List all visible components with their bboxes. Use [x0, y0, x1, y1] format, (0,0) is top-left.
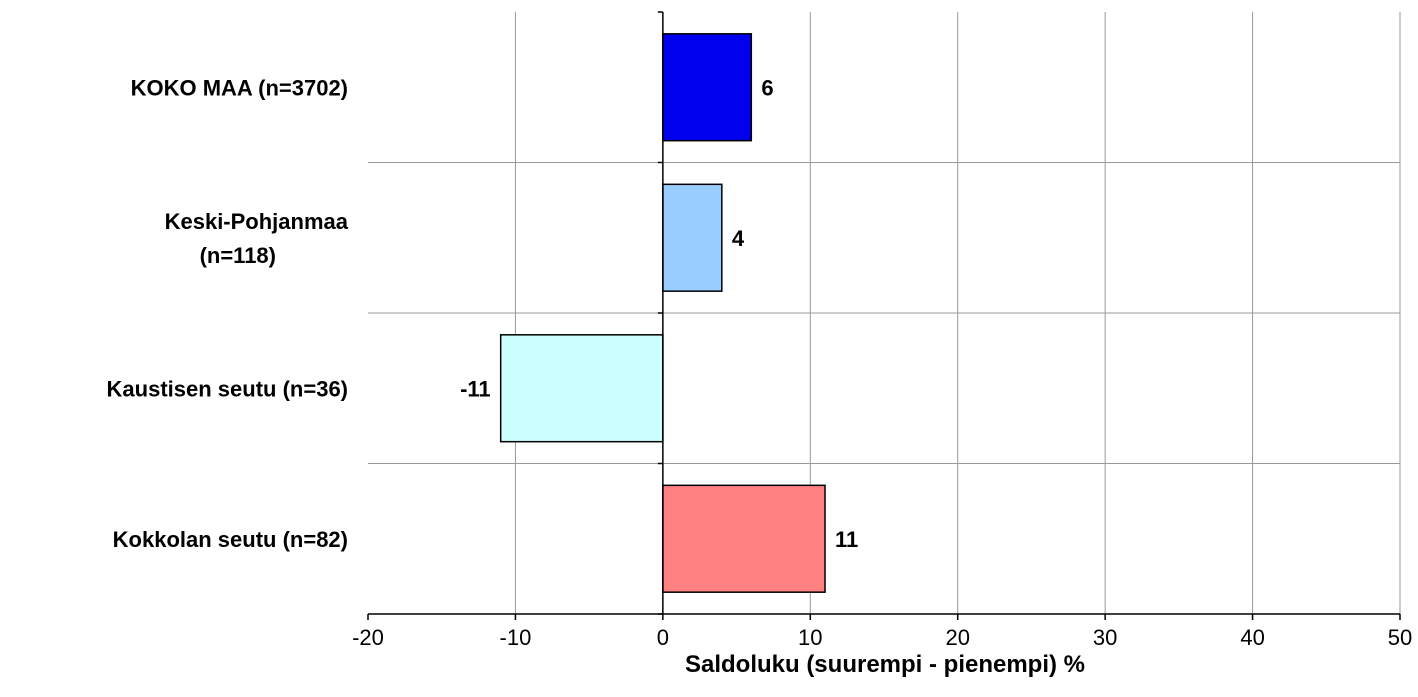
x-tick-label: 20 — [945, 625, 969, 650]
category-label: Kokkolan seutu (n=82) — [113, 527, 348, 552]
bar — [662, 484, 826, 593]
category-label: KOKO MAA (n=3702) — [131, 75, 348, 100]
bar — [662, 33, 753, 142]
data-label: -11 — [460, 376, 491, 401]
label-layer: 6 KOKO MAA (n=3702) 4 Keski-Pohjanmaa (n=118… — [107, 75, 1413, 650]
category-label: Keski-Pohjanmaa (n=118) — [165, 209, 349, 268]
x-tick-label: 10 — [798, 625, 822, 650]
data-label: 11 — [835, 527, 858, 552]
x-tick-label: 40 — [1240, 625, 1264, 650]
x-tick-label: 30 — [1093, 625, 1117, 650]
bar — [499, 334, 664, 443]
data-label: 4 — [732, 226, 745, 251]
x-tick-label: -10 — [500, 625, 532, 650]
bar-layer — [499, 33, 826, 593]
x-axis-title: Saldoluku (suurempi - pienempi) % — [685, 651, 1085, 678]
data-label: 6 — [761, 75, 773, 100]
bar — [662, 183, 723, 292]
x-tick-label: 0 — [657, 625, 669, 650]
axis-layer — [367, 11, 1401, 620]
x-tick-label: -20 — [352, 625, 384, 650]
grid-layer — [368, 12, 1401, 614]
category-label: Kaustisen seutu (n=36) — [107, 376, 348, 401]
x-tick-label: 50 — [1388, 625, 1412, 650]
